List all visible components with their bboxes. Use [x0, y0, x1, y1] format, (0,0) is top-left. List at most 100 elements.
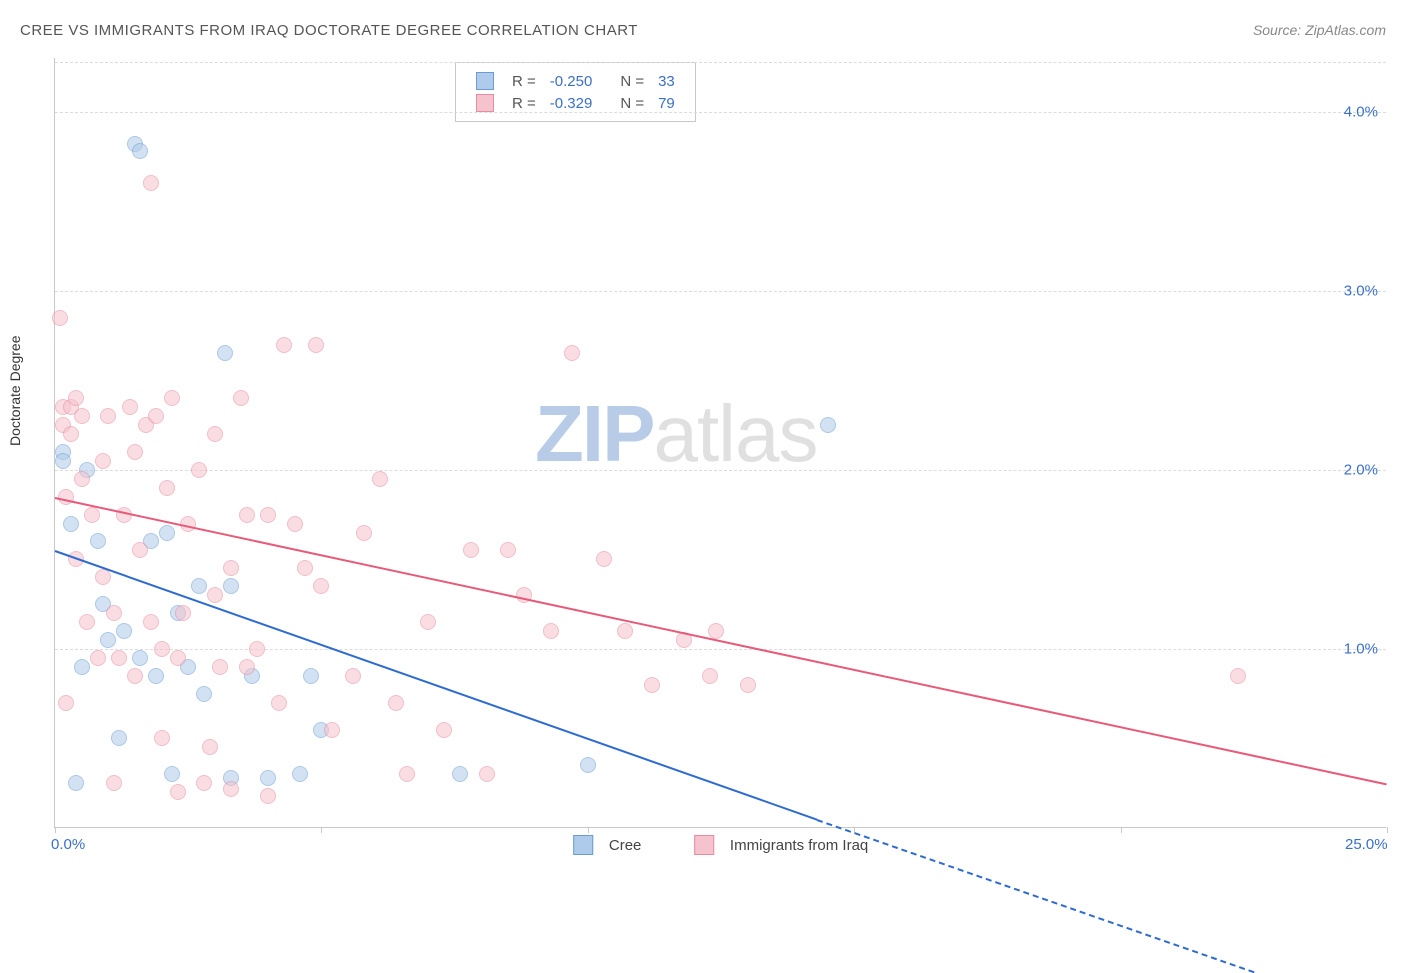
- legend-N-value: 79: [652, 93, 681, 113]
- cree-point: [292, 766, 308, 782]
- cree-point: [223, 578, 239, 594]
- cree-swatch: [573, 835, 593, 855]
- cree-point: [116, 623, 132, 639]
- iraq-point: [196, 775, 212, 791]
- iraq-point: [79, 614, 95, 630]
- cree-point: [580, 757, 596, 773]
- iraq-point: [271, 695, 287, 711]
- legend-table: R =-0.250 N =33 R =-0.329 N =79: [468, 69, 683, 115]
- iraq-point: [143, 614, 159, 630]
- iraq-point: [170, 650, 186, 666]
- iraq-point: [249, 641, 265, 657]
- cree-point: [55, 453, 71, 469]
- iraq-point: [239, 507, 255, 523]
- cree-point: [148, 668, 164, 684]
- legend-R-value: -0.329: [544, 93, 599, 113]
- y-tick-label: 1.0%: [1344, 640, 1378, 657]
- gridline: [55, 112, 1386, 113]
- cree-point: [132, 143, 148, 159]
- legend-R-value: -0.250: [544, 71, 599, 91]
- iraq-point: [154, 730, 170, 746]
- iraq-point: [74, 408, 90, 424]
- iraq-point: [84, 507, 100, 523]
- iraq-point: [702, 668, 718, 684]
- iraq-point: [132, 542, 148, 558]
- watermark: ZIPatlas: [535, 388, 817, 480]
- iraq-point: [207, 426, 223, 442]
- cree-point: [196, 686, 212, 702]
- x-tick-mark: [321, 827, 322, 833]
- iraq-point: [260, 788, 276, 804]
- legend-R-label: R =: [506, 93, 542, 113]
- iraq-point: [596, 551, 612, 567]
- cree-point: [111, 730, 127, 746]
- iraq-point: [276, 337, 292, 353]
- iraq-point: [90, 650, 106, 666]
- legend-N-value: 33: [652, 71, 681, 91]
- watermark-atlas: atlas: [653, 389, 817, 478]
- iraq-label: Immigrants from Iraq: [730, 837, 868, 854]
- legend-N-label: N =: [614, 93, 650, 113]
- cree-point: [159, 525, 175, 541]
- cree-point: [68, 775, 84, 791]
- iraq-point: [308, 337, 324, 353]
- iraq-point: [297, 560, 313, 576]
- iraq-point: [100, 408, 116, 424]
- iraq-point: [1230, 668, 1246, 684]
- iraq-point: [207, 587, 223, 603]
- cree-point: [74, 659, 90, 675]
- cree-point: [452, 766, 468, 782]
- cree-label: Cree: [609, 837, 642, 854]
- iraq-point: [212, 659, 228, 675]
- iraq-point: [644, 677, 660, 693]
- iraq-point: [170, 784, 186, 800]
- cree-point: [191, 578, 207, 594]
- x-tick-label: 25.0%: [1345, 836, 1388, 853]
- iraq-point: [479, 766, 495, 782]
- cree-point: [164, 766, 180, 782]
- iraq-point: [164, 390, 180, 406]
- iraq-point: [372, 471, 388, 487]
- iraq-point: [63, 426, 79, 442]
- cree-point: [100, 632, 116, 648]
- legend-swatch: [476, 94, 494, 112]
- iraq-point: [436, 722, 452, 738]
- x-tick-mark: [588, 827, 589, 833]
- cree-point: [217, 345, 233, 361]
- iraq-point: [122, 399, 138, 415]
- cree-trendline-dashed: [817, 819, 1255, 973]
- iraq-point: [95, 569, 111, 585]
- iraq-point: [420, 614, 436, 630]
- cree-point: [132, 650, 148, 666]
- iraq-point: [287, 516, 303, 532]
- iraq-point: [399, 766, 415, 782]
- iraq-point: [95, 453, 111, 469]
- chart-title: CREE VS IMMIGRANTS FROM IRAQ DOCTORATE D…: [20, 22, 638, 39]
- iraq-point: [106, 775, 122, 791]
- y-tick-label: 3.0%: [1344, 282, 1378, 299]
- iraq-point: [356, 525, 372, 541]
- iraq-point: [223, 781, 239, 797]
- iraq-point: [127, 444, 143, 460]
- legend-R-label: R =: [506, 71, 542, 91]
- iraq-point: [143, 175, 159, 191]
- iraq-point: [313, 578, 329, 594]
- iraq-point: [740, 677, 756, 693]
- cree-point: [260, 770, 276, 786]
- iraq-point: [233, 390, 249, 406]
- iraq-point: [52, 310, 68, 326]
- series-legend: Cree Immigrants from Iraq: [567, 835, 875, 855]
- iraq-point: [260, 507, 276, 523]
- cree-point: [90, 533, 106, 549]
- watermark-zip: ZIP: [535, 389, 653, 478]
- gridline: [55, 470, 1386, 471]
- iraq-point: [324, 722, 340, 738]
- iraq-point: [154, 641, 170, 657]
- legend-N-label: N =: [614, 71, 650, 91]
- correlation-legend: R =-0.250 N =33 R =-0.329 N =79: [455, 62, 696, 122]
- cree-point: [820, 417, 836, 433]
- iraq-point: [74, 471, 90, 487]
- x-tick-label: 0.0%: [51, 836, 85, 853]
- iraq-point: [564, 345, 580, 361]
- source-attribution: Source: ZipAtlas.com: [1253, 22, 1386, 38]
